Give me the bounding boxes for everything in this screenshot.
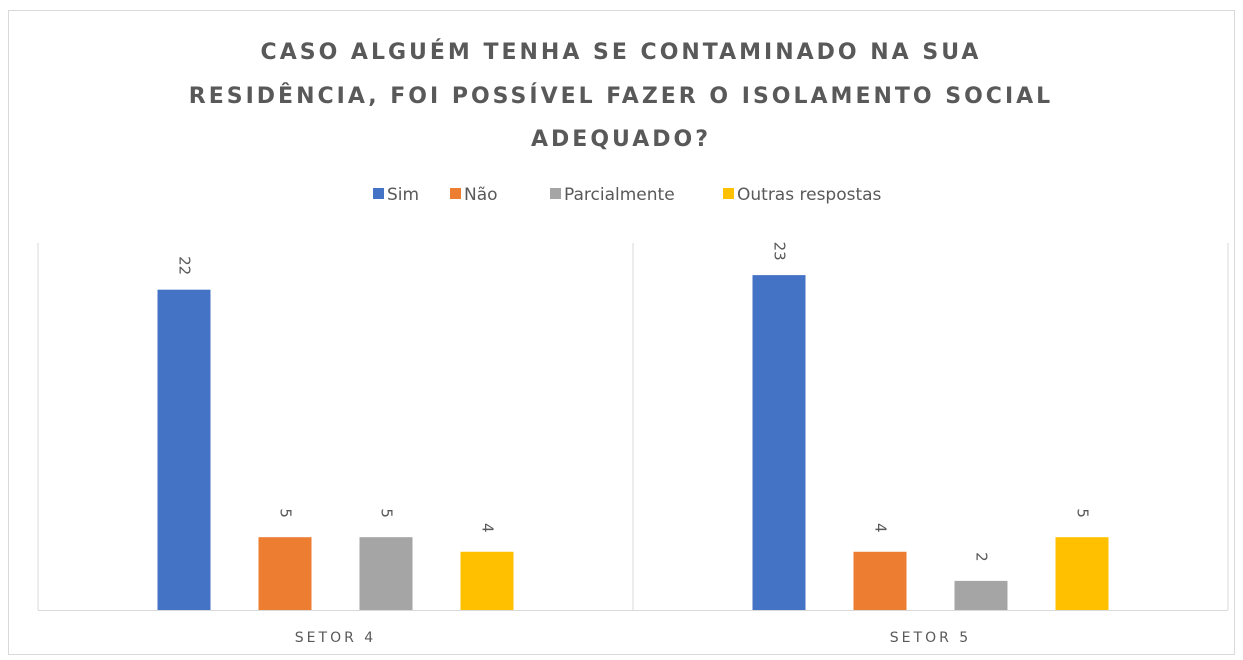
data-label: 5 (378, 508, 396, 518)
data-label: 23 (771, 242, 789, 261)
bar (258, 537, 312, 610)
bar (157, 289, 211, 610)
bar (460, 551, 514, 610)
legend-label: Sim (387, 185, 419, 205)
chart-title: CASO ALGUÉM TENHA SE CONTAMINADO NA SUA (261, 39, 982, 65)
data-label: 4 (872, 523, 890, 533)
legend-label: Parcialmente (564, 185, 675, 205)
chart-title: ADEQUADO? (531, 127, 711, 152)
x-tick-label: SETOR 5 (890, 630, 971, 646)
data-label: 5 (1074, 508, 1092, 518)
bar (954, 580, 1008, 610)
chart-title: RESIDÊNCIA, FOI POSSÍVEL FAZER O ISOLAME… (189, 83, 1053, 109)
chart-border (8, 10, 1235, 655)
legend-swatch (723, 188, 734, 199)
data-label: 2 (973, 552, 991, 562)
bar (359, 537, 413, 610)
legend-swatch (550, 188, 561, 199)
data-label: 22 (176, 256, 194, 275)
legend-swatch (450, 188, 461, 199)
legend-label: Não (464, 185, 498, 205)
legend-swatch (373, 188, 384, 199)
x-tick-label: SETOR 4 (295, 630, 376, 646)
data-label: 4 (479, 523, 497, 533)
data-label: 5 (277, 508, 295, 518)
bar (1055, 537, 1109, 610)
bar (853, 551, 907, 610)
legend-label: Outras respostas (737, 185, 882, 205)
bar (752, 275, 806, 610)
